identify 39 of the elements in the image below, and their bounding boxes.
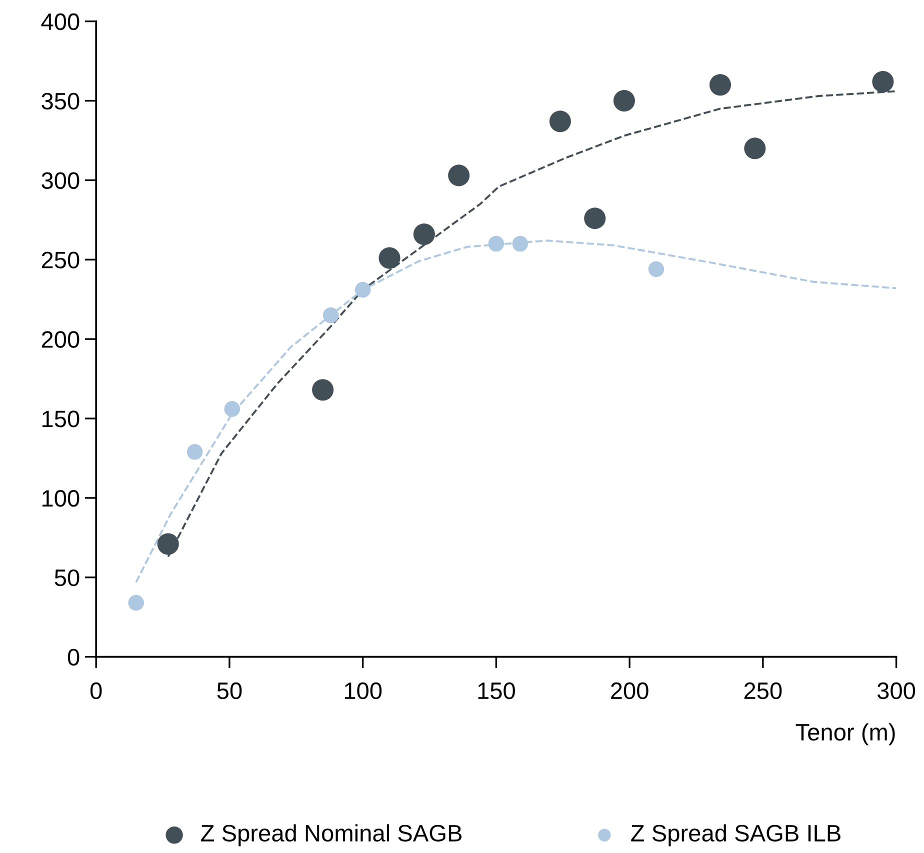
point [613, 90, 635, 112]
point [512, 236, 528, 252]
point [549, 110, 571, 132]
point [224, 401, 240, 417]
point [709, 74, 731, 96]
point [413, 223, 435, 245]
x-tick-label: 250 [744, 682, 782, 700]
point [488, 236, 504, 252]
point [584, 208, 606, 230]
point [186, 444, 203, 460]
point [354, 282, 371, 298]
y-tick-label: 400 [41, 13, 80, 30]
y-tick-label: 150 [42, 410, 80, 428]
point [157, 533, 179, 555]
point [872, 70, 894, 92]
x-axis-title: Tenor (m) [796, 723, 895, 746]
point [744, 138, 766, 160]
y-tick-label: 50 [54, 569, 80, 586]
legend-label: Z Spread Nominal SAGB [201, 824, 462, 846]
point [648, 261, 664, 278]
x-tick-label: 100 [344, 682, 382, 700]
legend-label: Z Spread SAGB ILB [631, 824, 840, 846]
point [448, 164, 470, 186]
y-tick-label: 350 [42, 92, 80, 110]
point [322, 307, 339, 324]
x-tick-label: 0 [90, 682, 102, 700]
y-tick-label: 100 [42, 490, 80, 507]
line-series [135, 240, 896, 584]
point [128, 594, 144, 611]
x-tick-label: 50 [217, 682, 242, 700]
y-tick-label: 300 [42, 172, 80, 189]
x-tick-label: 200 [611, 682, 648, 700]
y-tick-label: 0 [68, 648, 80, 666]
y-tick-label: 250 [42, 252, 80, 268]
point [312, 379, 334, 401]
x-tick-label: 150 [478, 682, 515, 700]
x-tick-label: 300 [877, 682, 916, 700]
point [378, 247, 400, 269]
y-tick-label: 200 [42, 331, 80, 348]
